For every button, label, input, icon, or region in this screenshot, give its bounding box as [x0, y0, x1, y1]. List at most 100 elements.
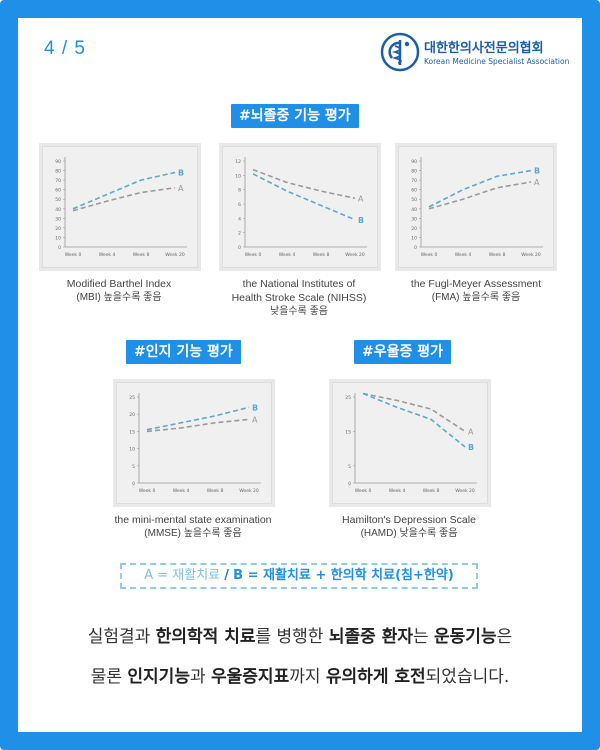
y-tick-label: 60 [55, 188, 61, 194]
series-line-a [362, 392, 466, 433]
y-tick-label: 12 [235, 159, 241, 165]
x-tick-label: Week 0 [139, 488, 156, 494]
summary-line-2: 물론 인지기능과 우울증지표까지 유의하게 호전되었습니다. [40, 662, 560, 687]
y-tick-label: 0 [414, 245, 417, 251]
series-label-a: A [252, 415, 258, 424]
legend-separator: / [224, 568, 229, 583]
y-tick-label: 10 [411, 235, 417, 241]
series-line-a [72, 186, 176, 212]
series-label-a: A [468, 427, 474, 436]
org-name-ko: 대한한의사전문의협회 [424, 41, 544, 56]
caption-mbi-line2: (MBI) 높을수록 좋음 [76, 292, 162, 303]
x-tick-label: Week 20 [345, 252, 365, 258]
x-tick-label: Week 0 [355, 488, 372, 494]
legend-b: B = 재활치료 + 한의학 치료(침+한약) [233, 568, 454, 583]
summary-run: 한의학적 치료 [155, 627, 256, 647]
y-tick-label: 15 [129, 429, 135, 435]
x-tick-label: Week 4 [173, 488, 190, 494]
y-tick-label: 50 [411, 197, 417, 203]
chart-card-nihss: 0 2 4 6 8 10 12 Week 0 Week 4 Week 8 Week 20 A B [222, 146, 378, 268]
org-name-en: Korean Medicine Specialist Association [424, 57, 570, 66]
caption-nihss-line2: Health Stroke Scale (NIHSS) [231, 292, 367, 304]
x-tick-label: Week 20 [455, 488, 475, 494]
x-tick-label: Week 20 [165, 252, 185, 258]
x-tick-label: Week 4 [389, 488, 406, 494]
y-tick-label: 60 [411, 188, 417, 194]
x-tick-label: Week 4 [279, 252, 296, 258]
summary-run: 는 [412, 627, 435, 647]
y-tick-label: 25 [345, 395, 351, 401]
y-tick-label: 10 [55, 235, 61, 241]
y-tick-label: 2 [238, 231, 241, 237]
caption-fma-line2: (FMA) 높을수록 좋음 [431, 292, 521, 303]
page-number: 4 / 5 [44, 38, 86, 59]
caption-mbi: Modified Barthel Index (MBI) 높을수록 좋음 [30, 277, 208, 305]
series-label-a: A [534, 178, 540, 187]
caption-fma: the Fugl-Meyer Assessment (FMA) 높을수록 좋음 [386, 277, 566, 305]
chart-hamd: 0 5 15 25 Week 0 Week 4 Week 8 Week 20 AB [345, 392, 477, 494]
summary-run: 은 [496, 627, 513, 647]
x-tick-label: Week 8 [133, 252, 150, 258]
y-tick-label: 70 [55, 178, 61, 184]
y-tick-label: 90 [411, 159, 417, 165]
y-tick-label: 80 [55, 169, 61, 175]
summary-run: 인지기능 [127, 667, 190, 687]
y-tick-label: 8 [238, 188, 241, 194]
y-tick-label: 0 [132, 481, 135, 487]
x-tick-label: Week 8 [207, 488, 224, 494]
y-tick-label: 6 [238, 202, 241, 208]
caption-hamd: Hamilton's Depression Scale (HAMD) 낮을수록 … [316, 513, 502, 541]
x-tick-label: Week 4 [99, 252, 116, 258]
y-tick-label: 70 [411, 178, 417, 184]
y-tick-label: 0 [348, 481, 351, 487]
caption-mmse-line2: (MMSE) 높을수록 좋음 [144, 528, 242, 539]
y-tick-label: 10 [235, 173, 241, 179]
caption-fma-line1: the Fugl-Meyer Assessment [410, 278, 542, 290]
y-tick-label: 0 [238, 245, 241, 251]
y-tick-label: 30 [411, 216, 417, 222]
y-tick-label: 40 [55, 207, 61, 213]
series-label-b: B [468, 443, 474, 452]
x-tick-label: Week 8 [313, 252, 330, 258]
series-line-b [72, 171, 176, 210]
y-tick-label: 30 [55, 216, 61, 222]
y-tick-label: 25 [129, 395, 135, 401]
summary-run: 운동기능 [434, 627, 497, 647]
caption-mmse-line1: the mini-mental state examination [114, 514, 272, 526]
chart-mbi: 0 10 20 30 40 50 60 70 80 90 Week 0 Week 4 Week 8 Wee… [55, 157, 187, 258]
series-line-b [146, 406, 250, 431]
series-line-b [252, 173, 356, 221]
series-line-a [252, 168, 356, 200]
y-tick-label: 4 [238, 216, 241, 222]
series-label-b: B [358, 216, 364, 225]
legend-box: A = 재활치료 / B = 재활치료 + 한의학 치료(침+한약) [120, 563, 478, 589]
y-tick-label: 90 [55, 159, 61, 165]
series-label-a: A [178, 184, 184, 193]
summary-run: 되었습니다. [425, 667, 510, 687]
summary-run: 까지 [289, 667, 326, 687]
caption-hamd-line2: (HAMD) 낮을수록 좋음 [360, 528, 458, 539]
chart-card-mbi: 0 10 20 30 40 50 60 70 80 90 Week 0 Week 4 Week 8 Wee… [42, 146, 198, 268]
summary-run: 과 [189, 667, 212, 687]
summary-run: 뇌졸중 환자 [328, 627, 413, 647]
series-line-a [146, 418, 250, 433]
x-tick-label: Week 0 [245, 252, 262, 258]
caption-mmse: the mini-mental state examination (MMSE)… [90, 513, 296, 541]
x-tick-label: Week 0 [65, 252, 82, 258]
y-tick-label: 5 [132, 464, 135, 470]
y-tick-label: 20 [411, 226, 417, 232]
summary-run: 를 병행한 [255, 627, 329, 647]
series-line-b [362, 392, 466, 448]
summary-run: 유의하게 호전 [325, 667, 426, 687]
caption-nihss: the National Institutes of Health Stroke… [204, 277, 394, 319]
section-tag-stroke: #뇌졸중 기능 평가 [231, 104, 359, 128]
chart-mmse: 0 5 10 15 20 25 Week 0 Week 4 Week 8 Week 20 AB [129, 393, 261, 494]
caption-nihss-line3: 낮을수록 좋음 [270, 306, 328, 317]
y-tick-label: 50 [55, 197, 61, 203]
section-tag-cognitive: #인지 기능 평가 [126, 340, 241, 364]
caption-nihss-line1: the National Institutes of [242, 278, 356, 290]
caption-mbi-line1: Modified Barthel Index [66, 278, 172, 290]
x-tick-label: Week 8 [423, 488, 440, 494]
y-tick-label: 15 [345, 429, 351, 435]
summary-run: 물론 [90, 667, 128, 687]
